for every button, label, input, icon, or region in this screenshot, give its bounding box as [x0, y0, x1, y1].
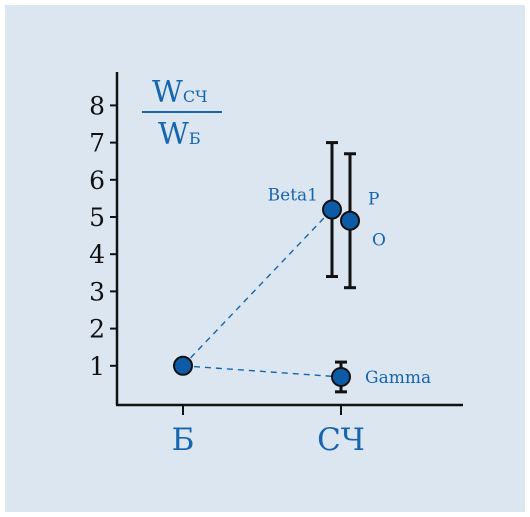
connector-line — [182, 365, 342, 378]
y-ticks: 1 2 3 4 5 6 7 8 — [89, 91, 117, 381]
data-point — [173, 355, 193, 376]
y-tick-label: 3 — [89, 277, 105, 306]
y-axis-label: WСЧ WБ — [142, 75, 222, 152]
y-tick-label: 5 — [89, 203, 105, 232]
axes — [115, 72, 463, 407]
y-tick-label: 1 — [89, 352, 105, 381]
point-label: P — [368, 190, 379, 210]
y-tick-label: 8 — [89, 91, 105, 120]
point-label: Beta1 — [268, 186, 318, 206]
connector-line — [182, 209, 333, 367]
error-bars — [326, 141, 356, 394]
y-tick-label: 2 — [89, 315, 105, 344]
chart-panel — [5, 5, 525, 512]
point-label: O — [372, 231, 386, 251]
data-point — [340, 210, 360, 231]
y-tick-label: 4 — [89, 240, 105, 269]
x-categories: Б СЧ — [172, 405, 365, 458]
y-tick-label: 6 — [89, 166, 105, 195]
x-category-label: Б — [172, 422, 195, 458]
x-category-label: СЧ — [317, 422, 365, 458]
connector-lines — [182, 209, 342, 378]
data-point — [331, 366, 351, 387]
y-label-denominator: WБ — [158, 117, 201, 152]
data-point — [322, 199, 342, 220]
point-labels: Beta1 P O Gamma — [268, 186, 431, 388]
y-tick-label: 7 — [89, 129, 105, 158]
point-label: Gamma — [365, 368, 431, 388]
y-label-numerator: WСЧ — [152, 75, 207, 110]
data-points — [173, 199, 360, 387]
